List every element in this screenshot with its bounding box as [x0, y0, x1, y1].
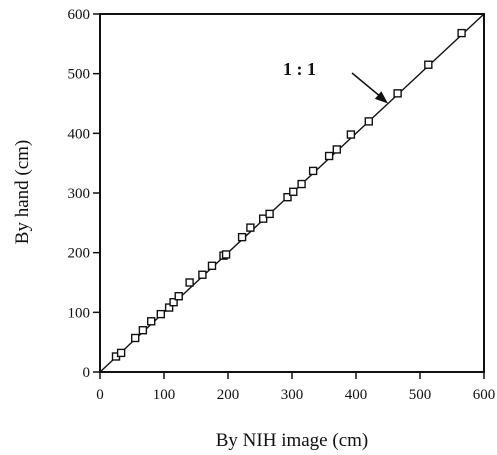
- data-point: [424, 60, 433, 69]
- data-point: [393, 89, 402, 98]
- data-point: [156, 309, 166, 319]
- data-point: [259, 214, 268, 223]
- data-point: [116, 348, 126, 358]
- y-tick-label: 0: [83, 365, 91, 381]
- data-point: [265, 209, 274, 219]
- data-point: [221, 250, 231, 259]
- annotation-arrowhead: [374, 91, 388, 104]
- data-point: [138, 326, 148, 335]
- data-point: [324, 151, 334, 161]
- data-point: [174, 292, 183, 301]
- data-point: [457, 28, 466, 38]
- data-point: [146, 317, 156, 326]
- data-point: [364, 117, 373, 126]
- data-point: [346, 130, 356, 139]
- y-tick-label: 500: [68, 67, 91, 83]
- y-tick-label: 100: [68, 305, 91, 321]
- data-point: [185, 278, 194, 287]
- x-tick-label: 200: [217, 387, 240, 403]
- data-point: [308, 166, 318, 176]
- axis-ticks: 0 100 200 300 400 500 600 0 100 200 300 400 500 600: [68, 7, 496, 403]
- data-point: [283, 192, 292, 202]
- x-tick-label: 0: [96, 387, 104, 403]
- y-tick-label: 300: [68, 186, 91, 202]
- x-tick-label: 600: [473, 387, 496, 403]
- y-tick-label: 200: [68, 246, 91, 262]
- data-points: [111, 28, 466, 361]
- x-axis-title: By NIH image (cm): [216, 430, 368, 451]
- y-axis-title: By hand (cm): [12, 140, 33, 244]
- x-tick-label: 300: [281, 387, 304, 403]
- data-point: [130, 333, 140, 343]
- data-point: [169, 297, 178, 307]
- data-point: [237, 232, 247, 242]
- data-point: [164, 303, 174, 312]
- data-point: [297, 179, 306, 189]
- x-tick-label: 500: [409, 387, 432, 403]
- x-tick-label: 100: [153, 387, 176, 403]
- y-tick-label: 400: [68, 126, 91, 142]
- annotation-label: 1 : 1: [283, 59, 316, 79]
- data-point: [332, 145, 341, 154]
- annotations: 1 : 1: [283, 59, 388, 104]
- y-tick-label: 600: [68, 7, 91, 23]
- data-point: [246, 223, 255, 232]
- data-point: [289, 187, 298, 197]
- x-tick-label: 400: [345, 387, 368, 403]
- data-point: [198, 270, 207, 279]
- data-point: [207, 261, 217, 270]
